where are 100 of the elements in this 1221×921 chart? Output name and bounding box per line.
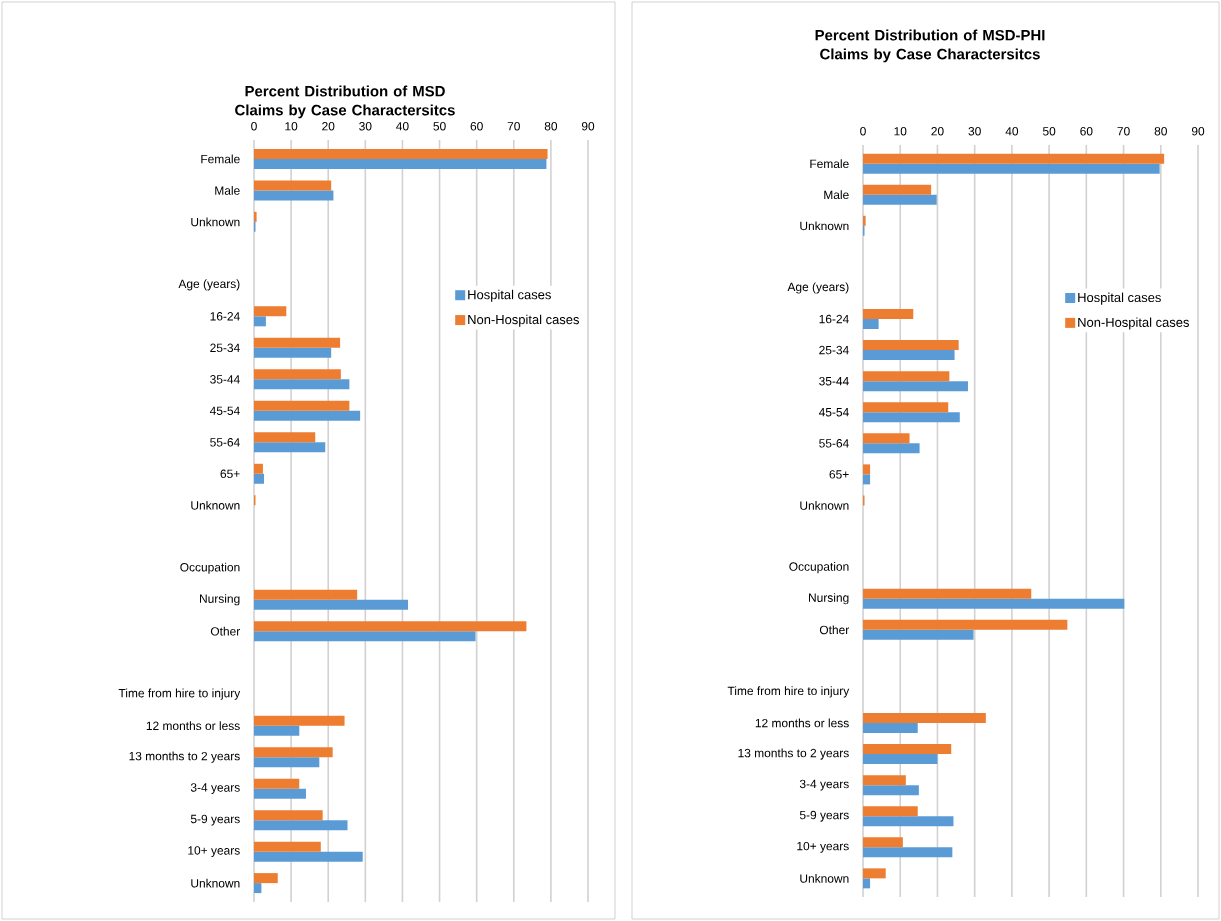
y-tick-label: Other: [819, 625, 850, 635]
bar: [863, 775, 906, 786]
y-tick-label: Occupation: [789, 562, 849, 574]
x-tick-label: 0: [860, 127, 866, 136]
bar: [254, 158, 547, 169]
bar: [254, 379, 350, 390]
bar: [254, 820, 348, 831]
x-tick-label: 20: [931, 127, 944, 136]
y-tick-label: 10+ years: [188, 846, 240, 858]
bar: [254, 599, 409, 610]
bar: [863, 847, 953, 858]
y-tick-label: 25-34: [819, 345, 849, 355]
y-tick-label: Age (years): [787, 282, 849, 294]
bar: [254, 463, 263, 474]
bar: [863, 194, 937, 205]
y-tick-label: Other: [210, 626, 241, 636]
bar: [863, 868, 886, 879]
y-tick-label: 25-34: [210, 343, 240, 353]
x-tick-label: 30: [359, 122, 372, 131]
y-tick-label: Female: [810, 159, 849, 169]
bar: [254, 473, 265, 484]
y-tick-label: 45-54: [818, 408, 849, 417]
x-tick-label: 80: [544, 122, 558, 131]
bar: [254, 778, 300, 789]
bar: [254, 851, 363, 862]
bar: [863, 319, 879, 330]
y-tick-label: Unknown: [191, 878, 240, 888]
y-tick-label: Occupation: [180, 562, 240, 574]
y-tick-label: Nursing: [200, 594, 240, 606]
legend-label: Non-Hospital cases: [1078, 317, 1189, 330]
bar: [254, 715, 345, 726]
bar: [863, 153, 1165, 164]
bar: [254, 148, 548, 159]
y-tick-label: 65+: [220, 469, 240, 478]
bar: [863, 754, 938, 765]
bar: [863, 474, 871, 485]
y-tick-label: 10+ years: [797, 841, 849, 853]
y-tick-label: Nursing: [809, 593, 849, 605]
y-tick-label: 65+: [829, 470, 849, 479]
y-tick-label: 16-24: [210, 312, 240, 321]
bar: [863, 412, 960, 423]
bar: [254, 725, 300, 736]
x-tick-label: 60: [1080, 127, 1093, 136]
x-tick-label: 70: [507, 122, 520, 131]
bar: [863, 443, 920, 454]
legend-label: Hospital cases: [1078, 292, 1161, 305]
x-tick-label: 70: [1117, 127, 1130, 136]
x-tick-label: 90: [581, 122, 595, 131]
bar: [863, 340, 959, 351]
bar: [254, 873, 278, 884]
y-tick-label: 12 months or less: [146, 721, 240, 731]
bar: [863, 806, 918, 817]
bar: [863, 163, 1160, 174]
bar: [254, 400, 350, 411]
chart-title: Percent Distribution of MSD-PHI Claims by Case Charactersitcs: [815, 29, 1045, 63]
y-tick-label: 16-24: [819, 314, 849, 324]
bar: [254, 432, 316, 443]
y-tick-label: Age (years): [178, 279, 240, 291]
y-tick-label: 35-44: [210, 375, 240, 384]
bar: [863, 350, 955, 361]
y-tick-label: 5-9 years: [799, 810, 849, 822]
bar: [254, 631, 476, 642]
bar: [254, 369, 341, 380]
y-tick-label: Unknown: [800, 501, 849, 510]
bar: [254, 316, 266, 327]
bar: [863, 309, 914, 320]
bar: [254, 410, 361, 421]
chart-title: Percent Distribution of MSD Claims by Case Charactersitcs: [235, 85, 455, 119]
y-tick-label: 12 months or less: [755, 718, 849, 728]
x-tick-label: 30: [968, 127, 981, 136]
y-tick-label: 3-4 years: [799, 779, 849, 791]
bar: [254, 337, 341, 348]
y-tick-label: Unknown: [191, 217, 240, 227]
bar: [863, 619, 1068, 630]
bar: [863, 598, 1125, 609]
bar: [863, 744, 952, 755]
bar: [863, 464, 871, 475]
bar: [863, 837, 903, 848]
y-tick-label: 55-64: [210, 438, 240, 447]
bar: [863, 629, 974, 640]
y-tick-label: 55-64: [819, 439, 849, 448]
bar: [254, 190, 334, 201]
y-tick-label: Unknown: [191, 500, 240, 510]
bar: [863, 722, 918, 733]
bar: [254, 347, 332, 358]
x-tick-label: 40: [396, 122, 409, 131]
y-tick-label: 5-9 years: [190, 814, 240, 826]
x-tick-label: 80: [1154, 127, 1167, 136]
x-tick-label: 50: [433, 122, 446, 131]
x-tick-label: 10: [285, 122, 298, 131]
bar: [863, 381, 968, 392]
bar: [863, 785, 919, 796]
bar: [863, 371, 950, 382]
y-tick-label: Unknown: [800, 221, 849, 231]
bar: [254, 841, 321, 852]
y-tick-label: Unknown: [800, 873, 849, 883]
y-tick-label: 13 months to 2 years: [738, 748, 849, 760]
x-tick-label: 10: [894, 127, 907, 136]
x-tick-label: 50: [1042, 127, 1056, 136]
y-tick-label: Female: [201, 154, 240, 164]
